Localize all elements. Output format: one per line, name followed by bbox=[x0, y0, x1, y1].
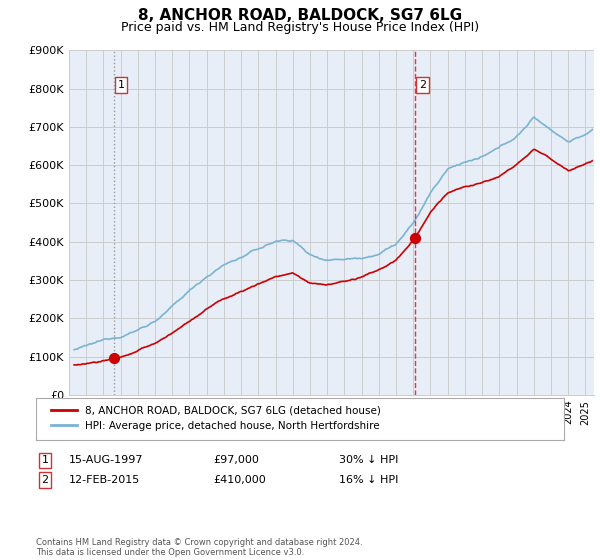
Text: £410,000: £410,000 bbox=[213, 475, 266, 485]
Text: £97,000: £97,000 bbox=[213, 455, 259, 465]
Point bbox=[109, 353, 119, 362]
Text: 12-FEB-2015: 12-FEB-2015 bbox=[69, 475, 140, 485]
Text: 30% ↓ HPI: 30% ↓ HPI bbox=[339, 455, 398, 465]
Text: 1: 1 bbox=[118, 80, 124, 90]
Text: 1: 1 bbox=[41, 455, 49, 465]
Point bbox=[410, 234, 420, 242]
Text: 15-AUG-1997: 15-AUG-1997 bbox=[69, 455, 143, 465]
Text: Price paid vs. HM Land Registry's House Price Index (HPI): Price paid vs. HM Land Registry's House … bbox=[121, 21, 479, 34]
Legend: 8, ANCHOR ROAD, BALDOCK, SG7 6LG (detached house), HPI: Average price, detached : 8, ANCHOR ROAD, BALDOCK, SG7 6LG (detach… bbox=[46, 402, 385, 435]
Text: 16% ↓ HPI: 16% ↓ HPI bbox=[339, 475, 398, 485]
Text: 2: 2 bbox=[419, 80, 426, 90]
Text: 2: 2 bbox=[41, 475, 49, 485]
Text: Contains HM Land Registry data © Crown copyright and database right 2024.
This d: Contains HM Land Registry data © Crown c… bbox=[36, 538, 362, 557]
Text: 8, ANCHOR ROAD, BALDOCK, SG7 6LG: 8, ANCHOR ROAD, BALDOCK, SG7 6LG bbox=[138, 8, 462, 24]
